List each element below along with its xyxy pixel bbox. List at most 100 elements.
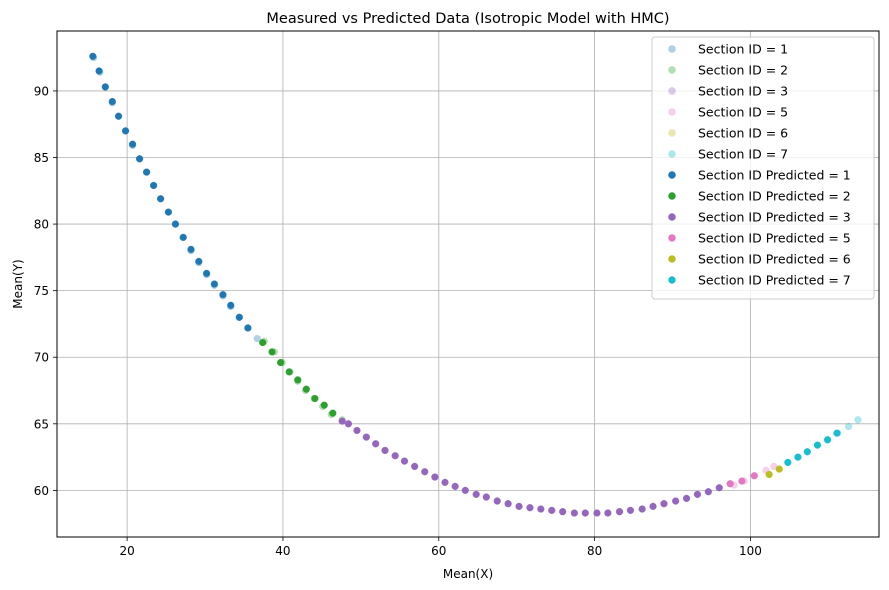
y-tick-label: 80 — [34, 218, 49, 232]
data-point — [121, 127, 130, 135]
x-axis-label: Mean(X) — [443, 567, 493, 581]
legend-label: Section ID Predicted = 1 — [698, 168, 851, 183]
data-point — [813, 441, 822, 449]
x-tick-label: 60 — [431, 544, 446, 558]
series-7 — [89, 52, 252, 332]
data-point — [179, 233, 187, 242]
x-tick-label: 20 — [119, 544, 134, 558]
legend-marker — [668, 276, 676, 284]
y-tick-label: 60 — [34, 484, 49, 498]
data-point — [537, 505, 545, 513]
legend-label: Section ID = 1 — [698, 42, 788, 57]
data-point — [219, 291, 227, 299]
legend-marker — [668, 192, 676, 200]
data-point — [451, 482, 459, 491]
data-point — [775, 465, 783, 473]
data-point — [187, 245, 195, 254]
series-8 — [259, 338, 337, 417]
data-point — [593, 509, 601, 517]
data-point — [726, 480, 734, 488]
data-point — [559, 508, 567, 516]
data-point — [95, 67, 103, 75]
data-point — [765, 470, 773, 479]
legend-marker — [668, 129, 676, 137]
legend-label: Section ID = 6 — [698, 126, 788, 141]
legend-marker — [668, 87, 676, 95]
x-tick-label: 40 — [275, 544, 290, 558]
data-point — [803, 448, 811, 456]
data-point — [353, 426, 361, 435]
data-point — [738, 477, 746, 485]
legend-label: Section ID Predicted = 3 — [698, 210, 851, 225]
y-tick-label: 90 — [34, 84, 49, 98]
data-point — [114, 112, 123, 120]
legend-box — [651, 36, 875, 300]
data-point — [715, 484, 723, 492]
legend-label: Section ID Predicted = 6 — [698, 252, 851, 267]
data-point — [784, 458, 792, 467]
data-point — [704, 488, 713, 496]
data-point — [311, 394, 319, 403]
data-point — [482, 493, 490, 501]
data-point — [461, 486, 469, 495]
data-point — [302, 385, 310, 393]
data-point — [570, 509, 579, 517]
data-point — [294, 376, 302, 384]
data-point — [210, 280, 219, 288]
data-point — [344, 420, 353, 428]
data-point — [833, 429, 841, 437]
legend-marker — [668, 234, 676, 242]
data-point — [750, 472, 758, 480]
data-point — [235, 313, 243, 321]
y-tick-label: 65 — [34, 417, 49, 431]
data-point — [164, 208, 173, 216]
data-point — [259, 338, 267, 347]
y-tick-label: 70 — [34, 351, 49, 365]
y-tick-label: 75 — [34, 284, 49, 298]
data-point — [604, 509, 612, 517]
data-point — [142, 168, 151, 176]
data-point — [410, 462, 419, 471]
data-point — [526, 504, 534, 512]
data-point — [854, 416, 862, 424]
data-point — [171, 220, 180, 228]
data-point — [320, 401, 328, 409]
x-tick-label: 100 — [739, 544, 762, 558]
data-point — [431, 473, 439, 481]
data-point — [89, 52, 97, 60]
data-point — [581, 509, 589, 517]
legend-label: Section ID Predicted = 5 — [698, 231, 851, 246]
data-point — [276, 358, 285, 367]
data-point — [244, 324, 252, 332]
legend-label: Section ID Predicted = 2 — [698, 189, 851, 204]
data-point — [268, 348, 276, 356]
data-point — [844, 422, 853, 431]
data-point — [794, 453, 802, 461]
data-point — [329, 409, 337, 417]
data-points — [89, 52, 862, 517]
y-axis-label: Mean(Y) — [11, 259, 25, 308]
data-point — [515, 502, 523, 511]
x-tick-label: 80 — [587, 544, 602, 558]
data-point — [381, 446, 389, 455]
legend: Section ID = 1 Section ID = 2 Section ID =… — [651, 36, 875, 300]
legend-label: Section ID = 2 — [698, 63, 788, 78]
data-point — [638, 505, 646, 513]
data-point — [493, 497, 501, 505]
y-axis: 60 65 70 75 80 85 90 — [34, 84, 57, 498]
data-point — [504, 500, 512, 508]
data-point — [615, 508, 624, 516]
legend-marker — [668, 255, 676, 263]
data-point — [421, 468, 429, 476]
legend-marker — [668, 45, 676, 53]
series-10 — [726, 472, 758, 488]
data-point — [128, 140, 137, 148]
data-point — [253, 334, 261, 343]
plot-frame — [56, 30, 880, 538]
chart-title: Measured vs Predicted Data (Isotropic Mo… — [266, 11, 669, 27]
data-point — [149, 181, 158, 190]
data-point — [441, 478, 449, 487]
legend-label: Section ID = 7 — [698, 147, 788, 162]
data-point — [472, 490, 480, 499]
y-tick-label: 85 — [34, 151, 49, 165]
